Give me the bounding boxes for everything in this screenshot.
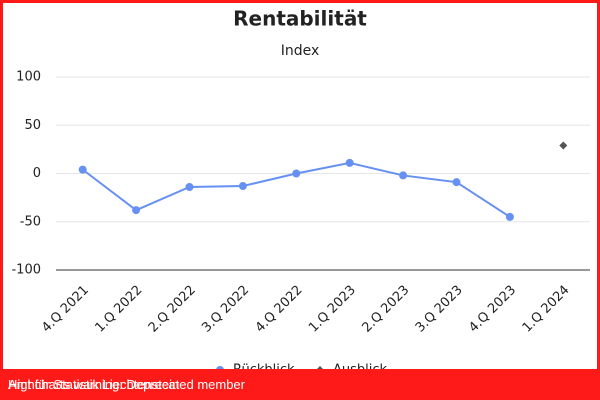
x-tick-label: 1.Q 2024: [520, 283, 573, 336]
x-tick-label: 2.Q 2022: [146, 283, 199, 336]
x-tick-label: 2.Q 2023: [359, 283, 412, 336]
data-point: [292, 169, 301, 178]
warning-bar: Highcharts warning: Deprecated member Am…: [0, 369, 600, 400]
data-point: [78, 165, 87, 174]
chart-subtitle: Index: [281, 43, 320, 59]
x-tick-label: 4.Q 2022: [253, 283, 306, 336]
x-tick-label: 1.Q 2022: [92, 283, 145, 336]
warning-text: Highcharts warning: Deprecated member: [8, 377, 245, 392]
data-point: [132, 206, 141, 215]
data-point: [238, 182, 247, 191]
y-tick-label: 50: [24, 118, 41, 133]
x-tick-label: 1.Q 2023: [306, 283, 359, 336]
y-tick-label: -50: [20, 214, 41, 229]
data-point: [559, 141, 568, 150]
data-point: [452, 178, 461, 187]
data-point: [345, 158, 354, 167]
x-tick-label: 4.Q 2023: [466, 283, 519, 336]
x-tick-label: 4.Q 2021: [39, 283, 92, 336]
chart-title: Rentabilität: [233, 7, 367, 31]
data-point: [185, 183, 194, 192]
data-point: [399, 171, 408, 180]
y-tick-label: 100: [16, 70, 41, 85]
x-tick-label: 3.Q 2022: [199, 283, 252, 336]
x-tick-label: 3.Q 2023: [413, 283, 466, 336]
y-tick-label: 0: [33, 166, 41, 181]
credits: Amt für Statistik Liechtenstein: [8, 377, 180, 392]
y-tick-label: -100: [11, 263, 41, 278]
data-point: [505, 212, 514, 221]
